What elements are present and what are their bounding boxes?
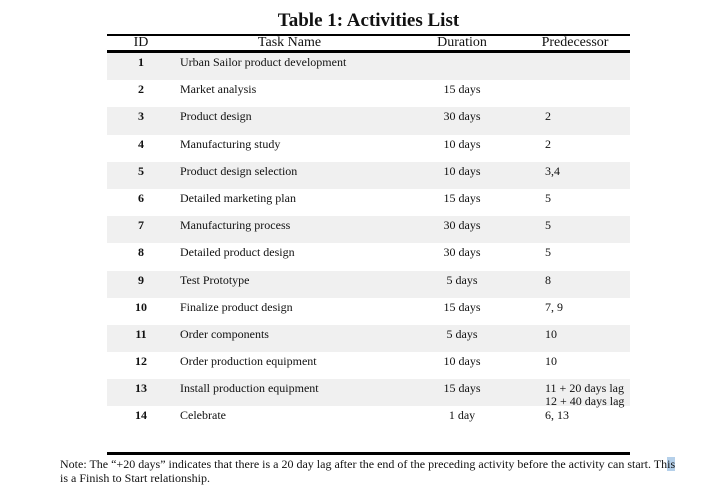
cell-predecessor: 10 (545, 326, 557, 341)
cell-task: Manufacturing process (180, 218, 291, 233)
cell-duration: 1 day (448, 408, 476, 423)
header-predecessor: Predecessor (541, 35, 609, 50)
cell-task: Market analysis (180, 82, 257, 97)
header-row: ID Task Name Duration Predecessor (107, 36, 630, 53)
cell-duration: 10 days (443, 354, 481, 369)
cell-predecessor: 3,4 (545, 163, 560, 178)
cell-predecessor (520, 83, 630, 107)
cell-duration: 15 days (443, 381, 481, 396)
cell-task: Urban Sailor product development (180, 55, 347, 69)
cell-id: 2 (138, 82, 144, 97)
cell-duration: 5 days (446, 272, 478, 287)
top-rule (107, 34, 630, 36)
table-row: 7 Manufacturing process 30 days 5 (107, 216, 630, 244)
cell-task: Order components (180, 326, 269, 341)
table-row: 13 Install production equipment 15 days 11 … (107, 379, 630, 409)
cell-predecessor: 2 (545, 136, 551, 151)
header-task: Task Name (257, 35, 322, 50)
cell-id: 10 (135, 299, 147, 314)
cell-id: 11 (135, 326, 147, 341)
cell-id: 7 (138, 218, 144, 233)
cell-predecessor: 5 (545, 218, 551, 233)
cell-id: 9 (138, 272, 144, 287)
cell-duration: 10 days (443, 136, 481, 151)
cell-task: Celebrate (180, 408, 226, 423)
cell-duration: 10 days (443, 163, 481, 178)
table-row: 12 Order production equipment 10 days 10 (107, 352, 630, 379)
table-row: 11 Order components 5 days 10 (107, 324, 630, 353)
cell-duration: 15 days (443, 299, 481, 314)
cell-id: 5 (138, 163, 144, 178)
cell-task: Product design (180, 109, 252, 124)
cell-task: Detailed marketing plan (180, 190, 296, 205)
note: Note: The “+20 days” indicates that ther… (60, 457, 680, 485)
cell-task: Finalize product design (180, 299, 293, 314)
cell-id: 3 (138, 109, 144, 124)
cell-id: 12 (135, 354, 147, 369)
cell-duration: 30 days (443, 245, 481, 260)
cell-task: Detailed product design (180, 245, 295, 260)
cell-predecessor: 11 + 20 days lag 12 + 40 days lag (520, 381, 630, 409)
table-row: 5 Product design selection 10 days 3,4 (107, 161, 630, 189)
cell-predecessor: 8 (545, 272, 551, 287)
predecessor-line: 12 + 40 days lag (545, 394, 625, 409)
cell-task: Manufacturing study (180, 136, 281, 151)
table-row: 1 Urban Sailor product development (107, 53, 630, 81)
predecessor-line: 11 + 20 days lag (545, 381, 624, 396)
cell-duration: 5 days (446, 326, 478, 341)
cell-duration: 15 days (443, 190, 481, 205)
cell-task: Order production equipment (180, 354, 317, 369)
cell-predecessor: 10 (545, 354, 557, 369)
header-id: ID (133, 35, 149, 50)
cell-id: 1 (138, 55, 144, 69)
activities-table: ID Task Name Duration Predecessor 1 Urban… (107, 34, 630, 455)
cell-task: Install production equipment (180, 381, 319, 396)
cell-predecessor: 7, 9 (545, 299, 563, 314)
cell-duration: 30 days (443, 218, 481, 233)
cell-id: 13 (135, 381, 147, 396)
bottom-rule (107, 451, 630, 455)
table-row: 10 Finalize product design 15 days 7, 9 (107, 298, 630, 325)
cell-id: 14 (135, 408, 147, 423)
table-row: 14 Celebrate 1 day 6, 13 (107, 406, 630, 433)
cell-duration (404, 56, 520, 80)
cell-duration: 30 days (443, 109, 481, 124)
table-row: 2 Market analysis 15 days (107, 80, 630, 107)
cell-task: Test Prototype (180, 272, 250, 287)
cell-predecessor: 5 (545, 245, 551, 260)
selected-text[interactable]: is (667, 457, 676, 471)
cell-predecessor (520, 56, 630, 80)
cell-predecessor: 2 (545, 109, 551, 124)
cell-task: Product design selection (180, 163, 298, 178)
note-text-end: is a Finish to Start relationship. (60, 471, 210, 485)
cell-id: 4 (138, 136, 144, 151)
table-row: 3 Product design 30 days 2 (107, 107, 630, 135)
note-text: Note: The “+20 days” indicates that ther… (60, 457, 668, 471)
cell-predecessor: 6, 13 (545, 408, 569, 423)
cell-predecessor: 5 (545, 190, 551, 205)
table-row: 8 Detailed product design 30 days 5 (107, 243, 630, 270)
table-title: Table 1: Activities List (277, 10, 460, 31)
cell-duration: 15 days (443, 82, 481, 97)
cell-id: 6 (138, 190, 144, 205)
cell-id: 8 (138, 245, 144, 260)
table-row: 9 Test Prototype 5 days 8 (107, 270, 630, 298)
table-row: 6 Detailed marketing plan 15 days 5 (107, 189, 630, 216)
header-duration: Duration (437, 35, 487, 50)
table-row: 4 Manufacturing study 10 days 2 (107, 135, 630, 162)
